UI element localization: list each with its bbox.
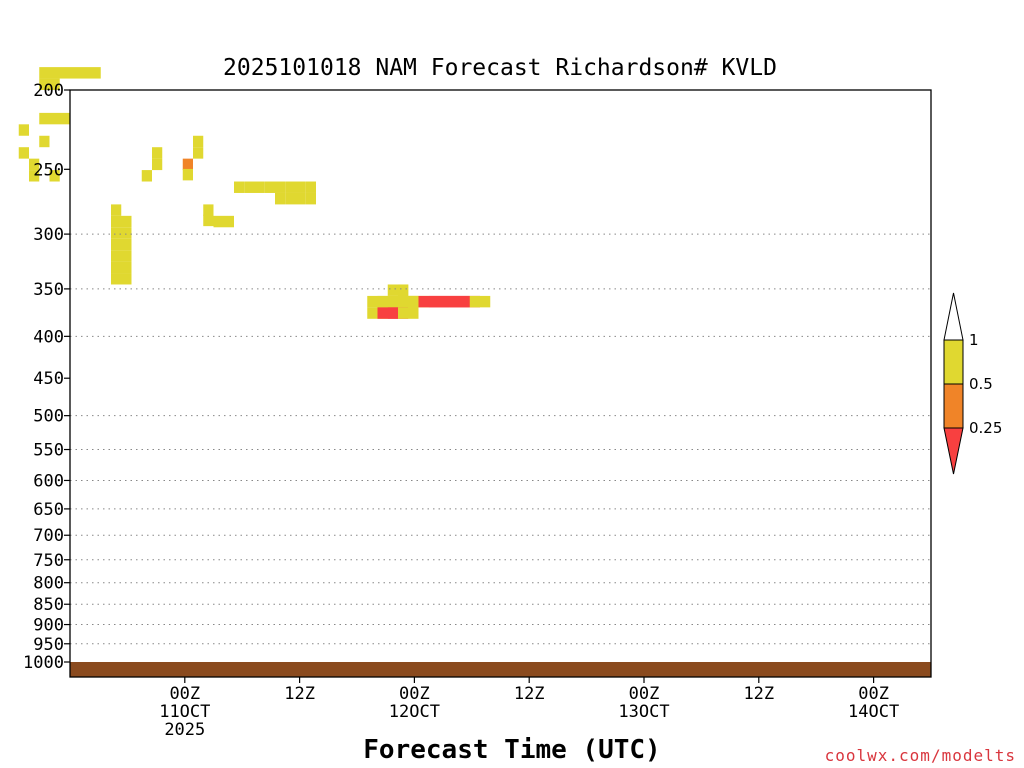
- y-tick-label: 300: [33, 225, 64, 245]
- ri-cell: [213, 215, 234, 228]
- ri-cell: [275, 181, 286, 193]
- legend-swatch: [943, 383, 964, 429]
- ri-cell: [39, 112, 70, 125]
- ri-cell: [39, 67, 101, 79]
- x-tick-label: 12Z: [514, 684, 545, 704]
- ri-cell: [39, 135, 50, 148]
- ri-cell: [305, 192, 316, 205]
- ri-cell: [111, 227, 132, 239]
- x-tick-label: 12OCT: [389, 702, 440, 722]
- ri-cell: [18, 124, 29, 136]
- ri-cell: [111, 261, 132, 274]
- ri-cell: [111, 250, 132, 262]
- y-tick-label: 750: [33, 551, 64, 571]
- ri-cell: [203, 204, 214, 216]
- ri-cell: [111, 215, 132, 228]
- ri-cell: [234, 181, 245, 193]
- ri-cell: [295, 192, 306, 205]
- ri-cells: [18, 67, 491, 319]
- legend-swatch: [943, 339, 964, 385]
- ri-cell: [182, 158, 193, 171]
- ri-cell: [182, 168, 193, 181]
- x-tick-label: 12Z: [284, 684, 315, 704]
- y-tick-label: 800: [33, 574, 64, 594]
- y-tick-label: 950: [33, 635, 64, 655]
- y-tick-label: 600: [33, 471, 64, 491]
- ri-cell: [203, 214, 214, 227]
- plot-frame: [69, 89, 932, 678]
- x-tick-label: 00Z: [399, 684, 430, 704]
- x-tick-label: 00Z: [169, 684, 200, 704]
- y-tick-label: 650: [33, 500, 64, 520]
- y-tick-label: 550: [33, 441, 64, 461]
- x-tick-label: 12Z: [743, 684, 774, 704]
- ri-cell: [29, 158, 40, 171]
- ri-cell: [285, 192, 296, 205]
- y-tick-label: 900: [33, 616, 64, 636]
- ri-cell: [39, 78, 60, 90]
- y-tick-label: 850: [33, 595, 64, 615]
- y-tick-label: 700: [33, 526, 64, 546]
- x-tick-label: 00Z: [858, 684, 889, 704]
- legend-top-arrow: [943, 292, 964, 341]
- y-tick-label: 500: [33, 407, 64, 427]
- ri-cell: [152, 147, 163, 159]
- ri-cell: [398, 284, 409, 296]
- ri-cell: [111, 204, 122, 216]
- x-axis-label: Forecast Time (UTC): [363, 735, 660, 765]
- ground-layer: [70, 662, 931, 677]
- ri-cell: [152, 158, 163, 171]
- legend-label: 1: [969, 331, 979, 349]
- ri-cell: [305, 181, 316, 193]
- x-tick-label: 13OCT: [618, 702, 669, 722]
- y-tick-label: 250: [33, 160, 64, 180]
- credit-text: coolwx.com/modelts: [825, 746, 1016, 765]
- ri-cell: [285, 181, 296, 193]
- ri-cell: [295, 181, 306, 193]
- legend: 1 0.5 0.25: [943, 292, 1002, 475]
- x-tick-label: 00Z: [629, 684, 660, 704]
- x-tick-label: 2025: [164, 720, 205, 740]
- ri-cell: [193, 135, 204, 148]
- ri-cell: [29, 170, 40, 182]
- ri-cell: [18, 147, 29, 159]
- ri-cell: [193, 147, 204, 159]
- x-tick-label: 11OCT: [159, 702, 210, 722]
- y-tick-label: 200: [33, 81, 64, 101]
- chart-title: 2025101018 NAM Forecast Richardson# KVLD: [223, 55, 777, 81]
- ri-cell: [111, 238, 132, 251]
- y-axis: 200 250 300 350 400 450 500 550 600 650 700 750 8008…: [23, 81, 70, 673]
- ground-fill: [70, 662, 931, 677]
- ri-cell: [398, 307, 419, 319]
- legend-label: 0.5: [969, 375, 993, 393]
- ri-cell: [254, 181, 265, 193]
- y-tick-label: 450: [33, 369, 64, 389]
- ri-cell: [275, 192, 286, 205]
- legend-bottom-arrow: [943, 427, 964, 475]
- ri-cell: [111, 273, 132, 285]
- ri-cell: [244, 181, 255, 193]
- y-tick-label: 1000: [23, 653, 64, 673]
- pressure-gridlines: [70, 233, 931, 645]
- y-tick-label: 400: [33, 327, 64, 347]
- ri-cell: [141, 170, 152, 182]
- ri-cell: [49, 170, 60, 182]
- x-tick-label: 14OCT: [848, 702, 899, 722]
- ri-cell: [264, 181, 275, 193]
- ri-cell: [469, 295, 491, 308]
- y-tick-label: 350: [33, 280, 64, 300]
- legend-label: 0.25: [969, 419, 1002, 437]
